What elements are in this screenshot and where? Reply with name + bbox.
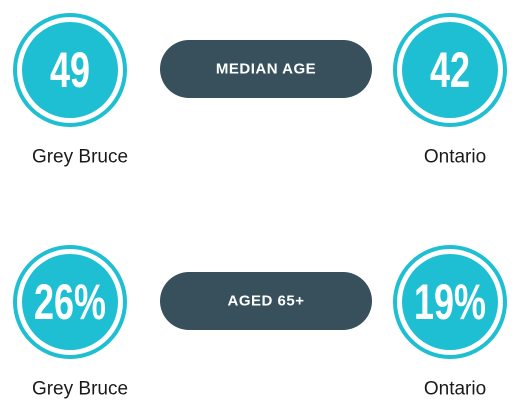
stat-value: 19%	[414, 275, 486, 330]
stat-value: 49	[50, 43, 90, 98]
label-pill	[160, 272, 372, 330]
circle-fill	[402, 254, 498, 350]
stat-row: AGED 65+ 26% Grey Bruce 19% Ontario	[13, 245, 507, 400]
region-name: Ontario	[424, 379, 486, 400]
region-name: Ontario	[424, 147, 486, 168]
circle-fill	[402, 22, 498, 118]
region-name: Grey Bruce	[32, 379, 128, 400]
stat-label: MEDIAN AGE	[216, 61, 316, 78]
stat-circle: 19% Ontario	[393, 245, 507, 400]
region-name: Grey Bruce	[32, 147, 128, 168]
stat-circle: 42 Ontario	[393, 13, 507, 168]
stat-row: MEDIAN AGE 49 Grey Bruce 42 Ontario	[13, 13, 507, 168]
stat-circle: 49 Grey Bruce	[13, 13, 128, 168]
stat-circle: 26% Grey Bruce	[13, 245, 128, 400]
circle-fill	[22, 254, 118, 350]
label-pill	[160, 40, 372, 98]
circle-fill	[22, 22, 118, 118]
stat-value: 26%	[34, 275, 106, 330]
stat-value: 42	[430, 43, 470, 98]
stat-label: AGED 65+	[228, 293, 305, 310]
